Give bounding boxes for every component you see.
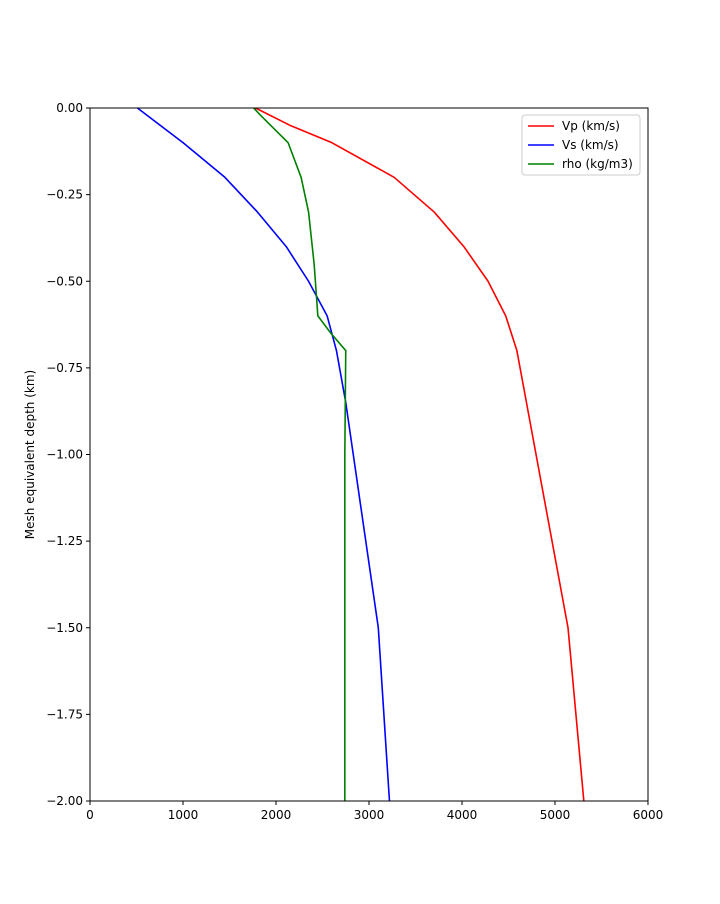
y-tick-label: 0.00 [56,101,83,115]
x-tick-label: 1000 [168,808,199,822]
series-line-3 [253,107,347,801]
y-tick-label: −2.00 [46,794,83,808]
legend-label: Vs (km/s) [562,138,619,152]
y-tick-label: −1.50 [46,621,83,635]
legend-label: rho (kg/m3) [562,157,633,171]
y-ticks: 0.00 −0.25 −0.50 −0.75 −1.00 −1.25 −1.50 −1.75 −… [46,101,90,808]
legend-label: Vp (km/s) [562,119,620,133]
x-ticks: 0 1000 2000 3000 4000 5000 6000 [86,801,663,822]
x-tick-label: 4000 [447,808,478,822]
series-layer [136,107,585,802]
legend-box [521,114,641,176]
y-tick-label: −1.00 [46,448,83,462]
y-tick-label: −1.75 [46,707,83,721]
x-tick-label: 3000 [354,808,385,822]
series-line-1 [255,107,585,802]
y-tick-label: −0.75 [46,361,83,375]
x-tick-label: 5000 [540,808,571,822]
x-tick-label: 2000 [261,808,292,822]
x-tick-label: 0 [86,808,94,822]
x-tick-label: 6000 [633,808,664,822]
legend: Vp (km/s) Vs (km/s) rho (kg/m3) [521,114,641,176]
y-tick-label: −0.50 [46,274,83,288]
y-tick-label: −0.25 [46,188,83,202]
y-axis-label: Mesh equivalent depth (km) [23,370,37,539]
plot-frame [89,107,649,802]
series-line-2 [136,107,391,802]
y-tick-label: −1.25 [46,534,83,548]
